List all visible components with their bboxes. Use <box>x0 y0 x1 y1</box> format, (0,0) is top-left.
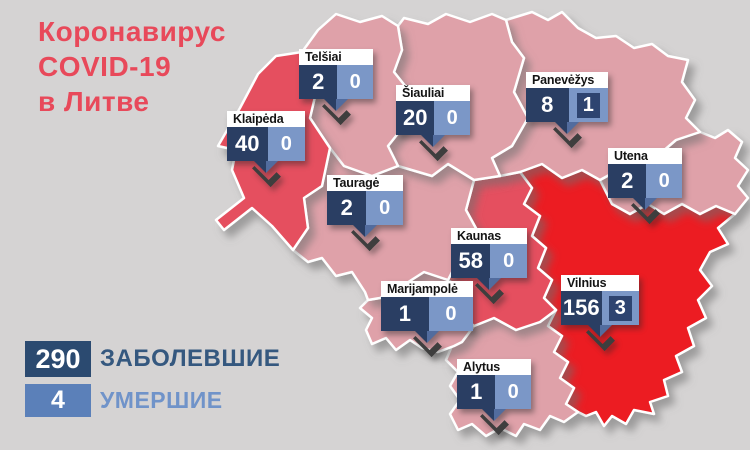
region-cases-value: 2 <box>299 65 338 99</box>
region-marker-utena: Utena 2 0 <box>608 148 682 224</box>
region-name: Alytus <box>457 359 531 375</box>
legend-row-deaths: 4 УМЕРШИЕ <box>25 384 280 417</box>
region-marker-taurage: Tauragė 2 0 <box>327 175 403 251</box>
region-name: Tauragė <box>327 175 403 191</box>
region-deaths-value: 0 <box>428 297 473 331</box>
marker-body: 2 0 <box>327 191 403 225</box>
region-name: Šiauliai <box>396 85 470 101</box>
region-name: Marijampolė <box>381 281 473 297</box>
region-marker-siauliai: Šiauliai 20 0 <box>396 85 470 161</box>
totals-legend: 290 ЗАБОЛЕВШИЕ 4 УМЕРШИЕ <box>25 341 280 424</box>
region-deaths-value: 0 <box>366 191 403 225</box>
marker-body: 58 0 <box>451 244 527 278</box>
marker-body: 2 0 <box>608 164 682 198</box>
deaths-total-badge: 4 <box>25 384 91 417</box>
region-cases-value: 156 <box>561 291 602 325</box>
legend-row-infected: 290 ЗАБОЛЕВШИЕ <box>25 341 280 377</box>
region-marker-panevezys: Panevėžys 8 1 <box>526 72 608 148</box>
region-marker-vilnius: Vilnius 156 3 <box>561 275 639 351</box>
region-marker-telsiai: Telšiai 2 0 <box>299 49 373 125</box>
region-marker-klaipeda: Klaipėda 40 0 <box>227 111 305 187</box>
marker-body: 2 0 <box>299 65 373 99</box>
marker-body: 8 1 <box>526 88 608 122</box>
marker-body: 20 0 <box>396 101 470 135</box>
region-deaths-value: 0 <box>434 101 470 135</box>
region-cases-value: 1 <box>381 297 429 331</box>
region-name: Utena <box>608 148 682 164</box>
region-name: Telšiai <box>299 49 373 65</box>
marker-body: 1 0 <box>457 375 531 409</box>
region-name: Kaunas <box>451 228 527 244</box>
region-name: Panevėžys <box>526 72 608 88</box>
region-deaths-value: 0 <box>337 65 373 99</box>
region-cases-value: 1 <box>457 375 496 409</box>
infected-total-badge: 290 <box>25 341 91 377</box>
region-marker-marijampole: Marijampolė 1 0 <box>381 281 473 357</box>
region-deaths-value: 0 <box>646 164 682 198</box>
region-cases-value: 40 <box>227 127 268 161</box>
region-deaths-value: 0 <box>490 244 527 278</box>
region-deaths-value: 1 <box>568 88 608 122</box>
marker-body: 40 0 <box>227 127 305 161</box>
title-line-2: COVID-19 <box>38 51 172 82</box>
region-marker-alytus: Alytus 1 0 <box>457 359 531 435</box>
region-name: Klaipėda <box>227 111 305 127</box>
region-name: Vilnius <box>561 275 639 291</box>
region-cases-value: 2 <box>327 191 367 225</box>
region-deaths-value: 0 <box>267 127 305 161</box>
title-line-3: в Литве <box>38 86 150 117</box>
region-deaths-value: 3 <box>601 291 639 325</box>
region-cases-value: 2 <box>608 164 647 198</box>
marker-body: 156 3 <box>561 291 639 325</box>
region-cases-value: 58 <box>451 244 491 278</box>
region-deaths-value: 0 <box>495 375 531 409</box>
region-marker-kaunas: Kaunas 58 0 <box>451 228 527 304</box>
marker-body: 1 0 <box>381 297 473 331</box>
infected-total-label: ЗАБОЛЕВШИЕ <box>100 345 281 372</box>
region-cases-value: 8 <box>526 88 569 122</box>
title-line-1: Коронавирус <box>38 16 226 47</box>
region-cases-value: 20 <box>396 101 435 135</box>
page-title: Коронавирус COVID-19 в Литве <box>38 14 226 119</box>
deaths-total-label: УМЕРШИЕ <box>100 387 223 413</box>
